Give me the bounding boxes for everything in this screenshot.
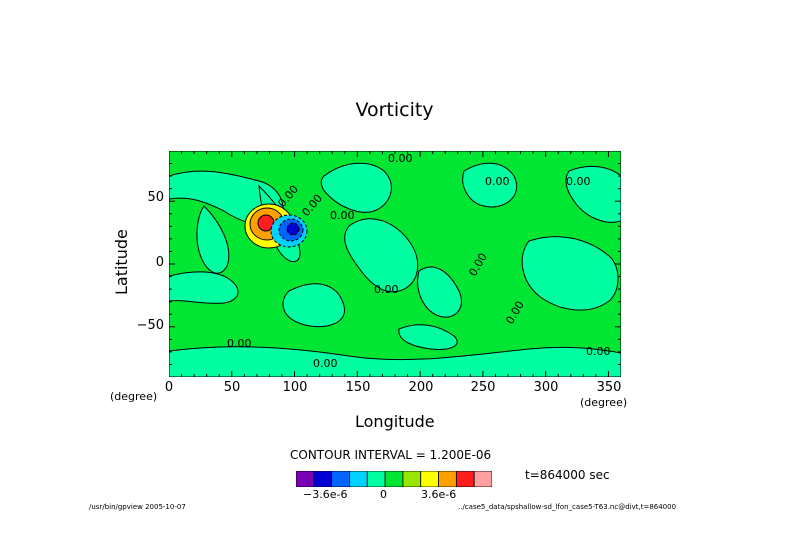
contour-region xyxy=(282,283,345,328)
contour-region xyxy=(565,165,621,223)
y-tick-label: 50 xyxy=(147,190,164,205)
contour-label: 0.00 xyxy=(313,357,338,370)
contour-label: 0.00 xyxy=(566,175,591,188)
contour-region xyxy=(398,324,458,350)
contour-label: 0.00 xyxy=(330,209,355,222)
colorbar-tick-label: 3.6e-6 xyxy=(421,488,457,501)
colorbar xyxy=(296,471,492,487)
contour-label: 0.00 xyxy=(374,283,399,296)
contour-label: 0.00 xyxy=(485,175,510,188)
y-axis-unit: (degree) xyxy=(110,390,158,403)
x-axis-unit: (degree) xyxy=(580,396,628,409)
contour-region xyxy=(169,271,239,304)
weak-positive-regions xyxy=(169,162,621,377)
y-axis-label: Latitude xyxy=(112,229,131,295)
contour-region xyxy=(169,346,621,377)
x-tick-label: 200 xyxy=(408,380,434,395)
colorbar-swatch xyxy=(420,471,439,487)
contour-label: 0.00 xyxy=(586,345,611,358)
colorbar-swatch xyxy=(402,471,422,487)
time-label: t=864000 sec xyxy=(525,468,610,482)
x-tick-label: 350 xyxy=(596,380,622,395)
contour-region xyxy=(344,218,419,293)
colorbar-swatch xyxy=(438,471,457,487)
footer-right: ../case5_data/spshallow-sd_lfon_case5-T6… xyxy=(458,503,677,511)
x-tick-label: 300 xyxy=(533,380,559,395)
contour-region xyxy=(417,266,462,318)
y-tick-label: −50 xyxy=(136,318,164,333)
colorbar-swatch xyxy=(331,471,350,487)
x-tick-label: 150 xyxy=(345,380,371,395)
contour-region xyxy=(320,162,392,213)
colorbar-swatch xyxy=(473,471,492,487)
colorbar-swatch xyxy=(384,471,404,487)
contour-label: 0.00 xyxy=(227,337,252,350)
x-tick-label: 250 xyxy=(470,380,496,395)
x-tick-label: 50 xyxy=(223,380,241,395)
y-tick-label: 0 xyxy=(155,255,164,270)
colorbar-swatch xyxy=(455,471,475,487)
colorbar-tick-label: −3.6e-6 xyxy=(303,488,348,501)
negative-vortex-core xyxy=(286,222,300,236)
contour-region xyxy=(521,236,619,311)
plot-area: 0.000.00 0.000.000.00 0.000.000.000.000.00… xyxy=(169,151,621,377)
colorbar-swatch xyxy=(313,471,333,487)
footer-left: /usr/bin/gpview 2005-10-07 xyxy=(89,503,186,511)
vortex-structure xyxy=(244,203,308,249)
chart-title: Vorticity xyxy=(355,99,434,121)
colorbar-tick-label: 0 xyxy=(380,488,387,501)
contour-label: 0.00 xyxy=(388,152,413,165)
x-tick-label: 0 xyxy=(164,380,174,395)
colorbar-swatch xyxy=(296,471,315,487)
x-tick-label: 100 xyxy=(282,380,308,395)
x-axis-label: Longitude xyxy=(355,412,435,431)
contour-region xyxy=(196,205,230,274)
contour-region xyxy=(462,162,518,208)
colorbar-swatch xyxy=(349,471,368,487)
contour-interval: CONTOUR INTERVAL = 1.200E-06 xyxy=(290,448,492,462)
colorbar-swatch xyxy=(366,471,386,487)
